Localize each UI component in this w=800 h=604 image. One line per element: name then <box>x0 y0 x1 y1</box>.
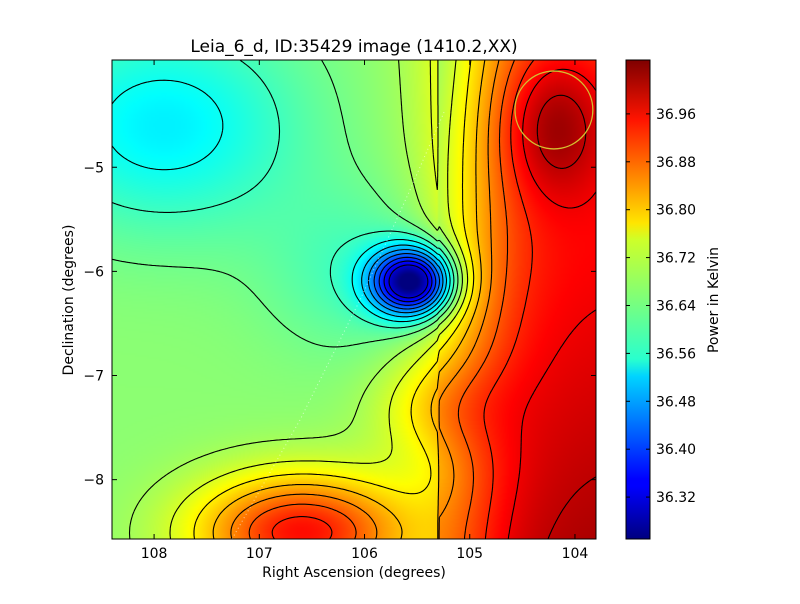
x-tick-label: 105 <box>456 546 483 562</box>
contour-line <box>271 60 535 539</box>
chart-title: Leia_6_d, ID:35429 image (1410.2,XX) <box>190 37 517 57</box>
colorbar-tick-label: 36.32 <box>656 490 696 506</box>
contour-line <box>169 60 469 539</box>
x-tick-label: 108 <box>141 546 168 562</box>
plot-frame <box>111 59 597 540</box>
heatmap-image <box>112 60 596 539</box>
y-axis: −5 −6 −7 −8 <box>83 160 596 489</box>
colorbar-gradient <box>625 59 651 540</box>
colorbar-tick-label: 36.96 <box>656 107 696 123</box>
x-tick-label: 106 <box>351 546 378 562</box>
contour-line <box>378 256 437 306</box>
x-tick-label: 104 <box>562 546 589 562</box>
contour-line <box>373 253 441 310</box>
x-tick-label: 107 <box>246 546 273 562</box>
colorbar-tick-label: 36.40 <box>656 442 696 458</box>
contour-line <box>367 249 444 314</box>
y-tick-label: −8 <box>83 473 104 489</box>
colorbar-tick-label: 36.64 <box>656 298 696 314</box>
contour-line <box>212 60 486 539</box>
colorbar: 36.32 36.40 36.48 36.56 36.64 36.72 36.80 36.88… <box>625 59 722 540</box>
y-tick-label: −6 <box>83 264 104 280</box>
colorbar-label: Power in Kelvin <box>706 247 722 353</box>
contour-line <box>248 60 516 539</box>
contour-line <box>193 60 475 539</box>
contour-line <box>388 264 429 299</box>
y-tick-label: −5 <box>83 160 104 176</box>
colorbar-tick-label: 36.88 <box>656 155 696 171</box>
heatmap-area <box>111 59 597 540</box>
colorbar-ticks: 36.32 36.40 36.48 36.56 36.64 36.72 36.80 36.88… <box>626 107 696 506</box>
contour-line <box>507 68 596 539</box>
x-axis-label: Right Ascension (degrees) <box>262 565 446 581</box>
contour-line <box>112 60 459 348</box>
contour-line <box>128 60 463 539</box>
marker-circle <box>514 70 594 150</box>
contour-line <box>361 244 448 318</box>
contour-line <box>383 260 433 303</box>
contour-lines <box>112 60 596 539</box>
contour-line <box>230 60 500 539</box>
x-axis: 108 107 106 105 104 <box>141 60 589 562</box>
contour-line <box>112 79 451 323</box>
colorbar-tick-label: 36.72 <box>656 251 696 267</box>
colorbar-tick-label: 36.48 <box>656 394 696 410</box>
y-axis-label: Declination (degrees) <box>61 225 77 376</box>
colorbar-tick-label: 36.56 <box>656 346 696 362</box>
colorbar-tick-label: 36.80 <box>656 203 696 219</box>
y-tick-label: −7 <box>83 369 104 385</box>
contour-line <box>536 94 596 539</box>
